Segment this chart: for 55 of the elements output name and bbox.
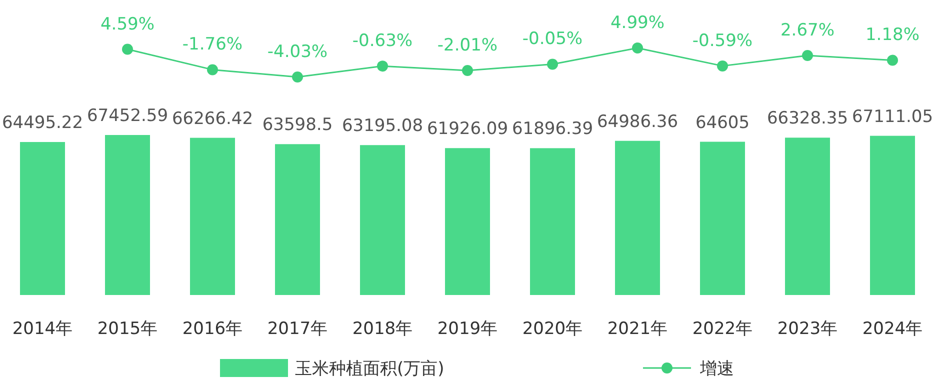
data-label: 66266.42 bbox=[172, 108, 254, 129]
point bbox=[887, 54, 898, 66]
x-tick-label: 2017年 bbox=[267, 319, 328, 339]
bar bbox=[445, 148, 490, 295]
point bbox=[632, 42, 643, 54]
data-label: 1.18% bbox=[865, 25, 920, 46]
bar bbox=[870, 136, 915, 295]
x-tick-label: 2020年 bbox=[522, 319, 583, 339]
point bbox=[292, 72, 303, 82]
data-label: -1.76% bbox=[182, 34, 243, 55]
point bbox=[207, 64, 218, 76]
data-label: 66328.35 bbox=[766, 108, 848, 129]
bar bbox=[20, 142, 65, 295]
bar bbox=[700, 142, 745, 295]
x-tick-label: 2021年 bbox=[607, 319, 668, 339]
data-label: 64986.36 bbox=[596, 112, 678, 132]
x-tick-label: 2019年 bbox=[437, 319, 498, 339]
x-tick-label: 2014年 bbox=[12, 319, 73, 339]
bar bbox=[785, 138, 830, 295]
x-tick-label: 2024年 bbox=[862, 319, 923, 339]
data-label: 63598.5 bbox=[262, 115, 333, 136]
bar bbox=[530, 148, 575, 295]
data-label: 4.59% bbox=[100, 14, 155, 34]
data-label: -0.63% bbox=[352, 31, 413, 52]
data-label: 67452.59 bbox=[86, 106, 168, 126]
data-label: 4.99% bbox=[610, 13, 665, 33]
data-label: -2.01% bbox=[437, 36, 498, 56]
bar bbox=[275, 144, 320, 295]
data-label: 63195.08 bbox=[342, 116, 424, 136]
bar bbox=[190, 138, 235, 295]
data-label: 61926.09 bbox=[426, 119, 508, 140]
bar bbox=[360, 145, 405, 295]
x-tick-label: 2023年 bbox=[777, 319, 838, 339]
bar bbox=[615, 140, 660, 295]
point bbox=[377, 60, 388, 72]
point bbox=[717, 60, 728, 72]
x-tick-label: 2016年 bbox=[182, 319, 243, 339]
point bbox=[802, 50, 813, 61]
data-label: 67111.05 bbox=[852, 106, 934, 127]
data-label: -0.59% bbox=[692, 30, 753, 51]
data-label: 2.67% bbox=[780, 20, 835, 40]
point bbox=[462, 65, 473, 76]
data-label: 64495.22 bbox=[2, 113, 84, 134]
data-label: -4.03% bbox=[267, 42, 328, 62]
x-tick-label: 2018年 bbox=[352, 319, 413, 339]
point bbox=[122, 44, 133, 55]
data-label: 61896.39 bbox=[512, 119, 594, 140]
x-tick-label: 2015年 bbox=[97, 319, 158, 339]
data-label: 64605 bbox=[695, 112, 750, 133]
bar bbox=[105, 135, 150, 295]
data-label: -0.05% bbox=[522, 29, 583, 50]
x-tick-label: 2022年 bbox=[692, 319, 753, 339]
legend-label: 增速 bbox=[699, 359, 734, 379]
point bbox=[547, 58, 558, 70]
legend-label: 玉米种植面积(万亩) bbox=[295, 359, 444, 379]
